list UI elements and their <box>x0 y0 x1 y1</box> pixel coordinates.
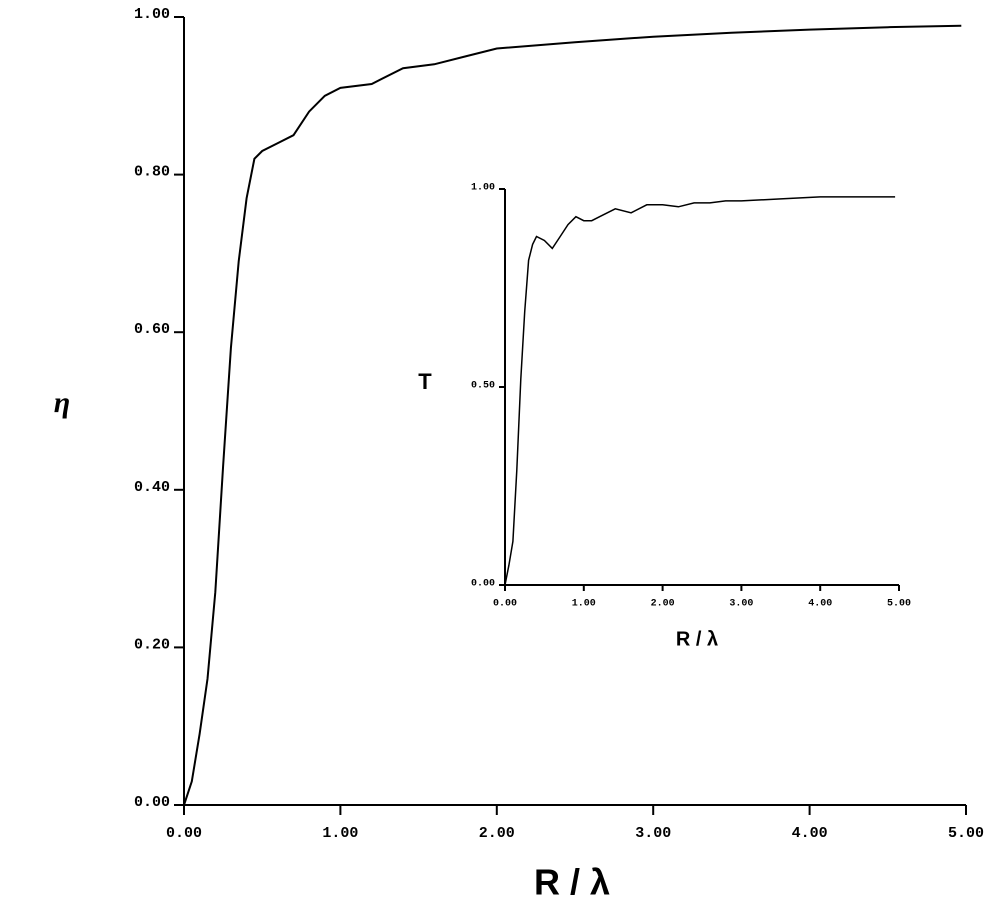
x-tick-label: 2.00 <box>651 599 675 610</box>
x-tick-label: 1.00 <box>322 825 358 842</box>
y-axis-label: T <box>418 369 432 394</box>
x-tick-label: 1.00 <box>572 599 596 610</box>
x-tick-label: 0.00 <box>166 825 202 842</box>
x-tick-label: 4.00 <box>792 825 828 842</box>
x-axis-label: R / λ <box>534 862 610 903</box>
x-axis-label: R / λ <box>676 628 718 650</box>
x-tick-label: 5.00 <box>887 599 911 610</box>
x-tick-label: 0.00 <box>493 599 517 610</box>
x-tick-label: 3.00 <box>635 825 671 842</box>
y-tick-label: 1.00 <box>471 183 495 194</box>
y-tick-label: 0.50 <box>471 381 495 392</box>
y-tick-label: 0.00 <box>134 794 170 811</box>
x-tick-label: 2.00 <box>479 825 515 842</box>
curve <box>504 196 896 586</box>
y-tick-label: 1.00 <box>134 6 170 23</box>
y-tick-label: 0.80 <box>134 164 170 181</box>
y-tick-label: 0.40 <box>134 479 170 496</box>
x-tick-label: 5.00 <box>948 825 984 842</box>
y-axis-label: η <box>54 386 70 419</box>
curve <box>183 24 962 806</box>
x-tick-label: 3.00 <box>729 599 753 610</box>
y-tick-label: 0.20 <box>134 636 170 653</box>
y-tick-label: 0.00 <box>471 579 495 590</box>
y-tick-label: 0.60 <box>134 321 170 338</box>
x-tick-label: 4.00 <box>808 599 832 610</box>
